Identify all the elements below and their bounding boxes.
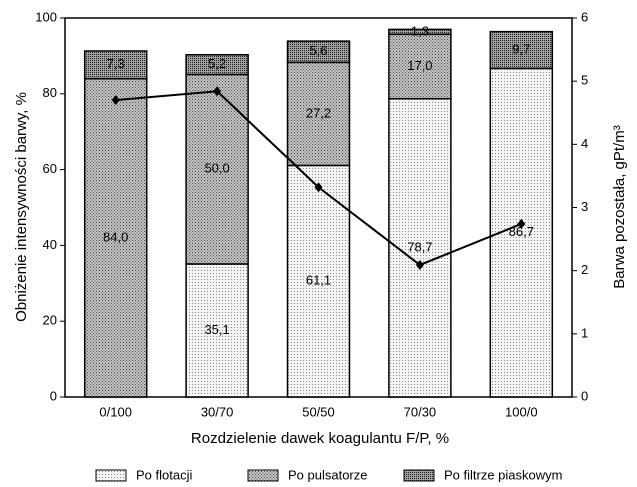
bar-segment bbox=[185, 54, 249, 76]
y2-tick-label: 4 bbox=[581, 136, 588, 151]
data-label: 50,0 bbox=[204, 161, 229, 176]
bar-segment bbox=[388, 97, 452, 398]
x-tick-label: 50/50 bbox=[302, 404, 335, 419]
data-label: 9,7 bbox=[512, 41, 530, 56]
y2-tick-label: 3 bbox=[581, 199, 588, 214]
y2-tick-label: 0 bbox=[581, 388, 588, 403]
data-label: 84,0 bbox=[103, 229, 128, 244]
y-axis-label: Obniżenie intensywności barwy, % bbox=[13, 92, 30, 322]
data-label: 86,7 bbox=[509, 224, 534, 239]
bar-segment bbox=[286, 61, 351, 167]
legend-swatch bbox=[95, 469, 127, 482]
bar-segment bbox=[388, 33, 452, 100]
data-label: 5,2 bbox=[208, 56, 226, 71]
line-marker bbox=[517, 218, 526, 229]
bar-segment bbox=[185, 73, 249, 265]
y-tick-label: 0 bbox=[50, 388, 57, 403]
y-tick-label: 100 bbox=[35, 9, 57, 24]
bar-segment bbox=[83, 50, 148, 80]
bar-segment bbox=[185, 263, 249, 398]
y2-tick-label: 1 bbox=[581, 325, 588, 340]
legend-label: Po flotacji bbox=[136, 467, 192, 482]
legend-swatch bbox=[247, 469, 279, 482]
line-marker bbox=[314, 182, 323, 193]
legend-swatch bbox=[403, 469, 435, 482]
line-marker bbox=[415, 259, 424, 270]
data-label: 17,0 bbox=[407, 58, 432, 73]
line-marker bbox=[213, 86, 222, 97]
y-tick-label: 60 bbox=[43, 161, 57, 176]
x-tick-label: 70/30 bbox=[404, 404, 437, 419]
y2-tick-label: 6 bbox=[581, 9, 588, 24]
data-label: 7,3 bbox=[107, 56, 125, 71]
legend-label: Po filtrze piaskowym bbox=[444, 467, 562, 482]
data-label: 78,7 bbox=[407, 239, 432, 254]
y2-axis-label: Barwa pozostała, gPt/m³ bbox=[611, 125, 628, 288]
line-marker bbox=[111, 95, 120, 106]
y-tick-label: 40 bbox=[43, 237, 57, 252]
bar-segment bbox=[83, 77, 148, 398]
data-label: 27,2 bbox=[306, 105, 331, 120]
x-tick-label: 0/100 bbox=[99, 404, 132, 419]
x-tick-label: 100/0 bbox=[505, 404, 538, 419]
bar-segment bbox=[286, 40, 351, 64]
y-tick-label: 80 bbox=[43, 85, 57, 100]
x-axis-label: Rozdzielenie dawek koagulantu F/P, % bbox=[191, 430, 449, 447]
data-label: 61,1 bbox=[306, 273, 331, 288]
y2-tick-label: 2 bbox=[581, 262, 588, 277]
x-tick-label: 30/70 bbox=[201, 404, 234, 419]
legend-label: Po pulsatorze bbox=[288, 467, 368, 482]
data-label: 1,3 bbox=[411, 23, 429, 38]
data-label: 5,6 bbox=[309, 43, 327, 58]
bar-segment bbox=[388, 28, 452, 36]
data-label: 35,1 bbox=[204, 322, 229, 337]
y-tick-label: 20 bbox=[43, 313, 57, 328]
bar-segment bbox=[489, 30, 554, 70]
y2-tick-label: 5 bbox=[581, 73, 588, 88]
